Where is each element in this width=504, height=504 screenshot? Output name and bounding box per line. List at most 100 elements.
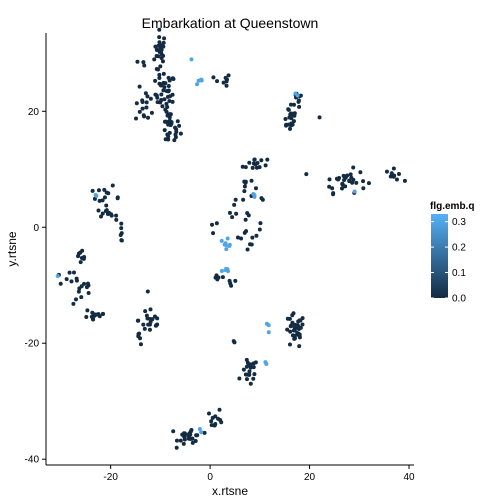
data-point (352, 189, 357, 194)
data-point (224, 247, 229, 252)
data-point (251, 365, 256, 370)
data-point (149, 110, 154, 115)
data-point (347, 179, 352, 184)
data-point (402, 178, 407, 183)
data-point (226, 73, 231, 78)
data-point (259, 158, 264, 163)
data-point (223, 243, 228, 248)
data-point (177, 123, 182, 128)
data-point (330, 186, 335, 191)
data-point (167, 78, 172, 83)
data-point (225, 236, 230, 241)
data-point (284, 123, 289, 128)
data-point (296, 319, 301, 324)
data-point (227, 243, 232, 248)
data-point (168, 94, 173, 99)
data-point (190, 436, 195, 441)
data-point (327, 177, 332, 182)
data-point (298, 325, 303, 330)
data-point (230, 215, 235, 220)
data-point (114, 213, 119, 218)
data-point (195, 82, 200, 87)
data-point (115, 195, 120, 200)
data-point (264, 362, 269, 367)
data-point (292, 336, 297, 341)
data-point (173, 125, 178, 130)
data-point (180, 432, 185, 437)
data-point (92, 196, 97, 201)
data-point (242, 230, 247, 235)
data-point (166, 134, 171, 139)
data-point (79, 295, 84, 300)
data-point (288, 113, 293, 118)
data-point (263, 163, 268, 168)
data-point (146, 115, 151, 120)
data-point (143, 91, 148, 96)
data-point (223, 75, 228, 80)
data-point (100, 211, 105, 216)
data-point (144, 100, 149, 105)
y-tick-label: 20 (28, 107, 40, 118)
data-point (119, 238, 124, 243)
data-point (159, 52, 164, 57)
data-point (254, 233, 259, 238)
data-point (243, 372, 248, 377)
legend-tick-label: 0.2 (452, 243, 466, 254)
data-point (118, 232, 123, 237)
data-point (79, 256, 84, 261)
data-point (153, 44, 158, 49)
data-point (171, 429, 176, 434)
data-point (266, 330, 271, 335)
data-point (218, 418, 223, 422)
data-point (138, 342, 143, 347)
data-point (213, 414, 218, 419)
data-point (233, 278, 238, 283)
data-point (145, 316, 150, 321)
data-point (255, 160, 260, 165)
data-point (166, 83, 171, 88)
data-point (251, 376, 256, 381)
data-point (114, 217, 119, 222)
data-point (90, 310, 95, 315)
data-point (78, 260, 83, 265)
data-point (349, 175, 354, 180)
data-point (257, 165, 262, 170)
data-point (104, 190, 109, 195)
data-point (358, 170, 363, 175)
data-point (135, 318, 140, 323)
data-point (167, 112, 172, 117)
data-point (241, 197, 246, 202)
data-point (214, 273, 219, 278)
data-point (214, 221, 219, 226)
data-point (247, 369, 252, 374)
data-point (164, 109, 169, 114)
data-point (141, 322, 146, 327)
data-point (257, 227, 262, 232)
data-point (97, 198, 102, 203)
data-point (252, 372, 257, 377)
data-point (188, 432, 193, 437)
data-point (173, 132, 178, 137)
data-point (199, 77, 204, 82)
data-point (159, 82, 164, 87)
x-tick-label: 20 (304, 472, 316, 483)
data-point (167, 130, 172, 135)
data-point (76, 289, 81, 294)
data-point (94, 193, 99, 198)
data-point (348, 172, 353, 177)
data-point (397, 171, 401, 176)
data-point (242, 184, 247, 189)
color-legend: flg.emb.q 0.0 0.1 0.2 0.3 (430, 201, 474, 305)
data-point (190, 440, 195, 445)
data-point (234, 211, 239, 216)
data-point (164, 101, 169, 106)
data-point (145, 289, 150, 294)
data-point (327, 184, 332, 189)
data-point (197, 427, 202, 432)
data-point (391, 173, 396, 178)
data-point (170, 99, 175, 104)
data-point (290, 313, 295, 318)
data-point (384, 169, 389, 174)
data-point (175, 119, 180, 124)
